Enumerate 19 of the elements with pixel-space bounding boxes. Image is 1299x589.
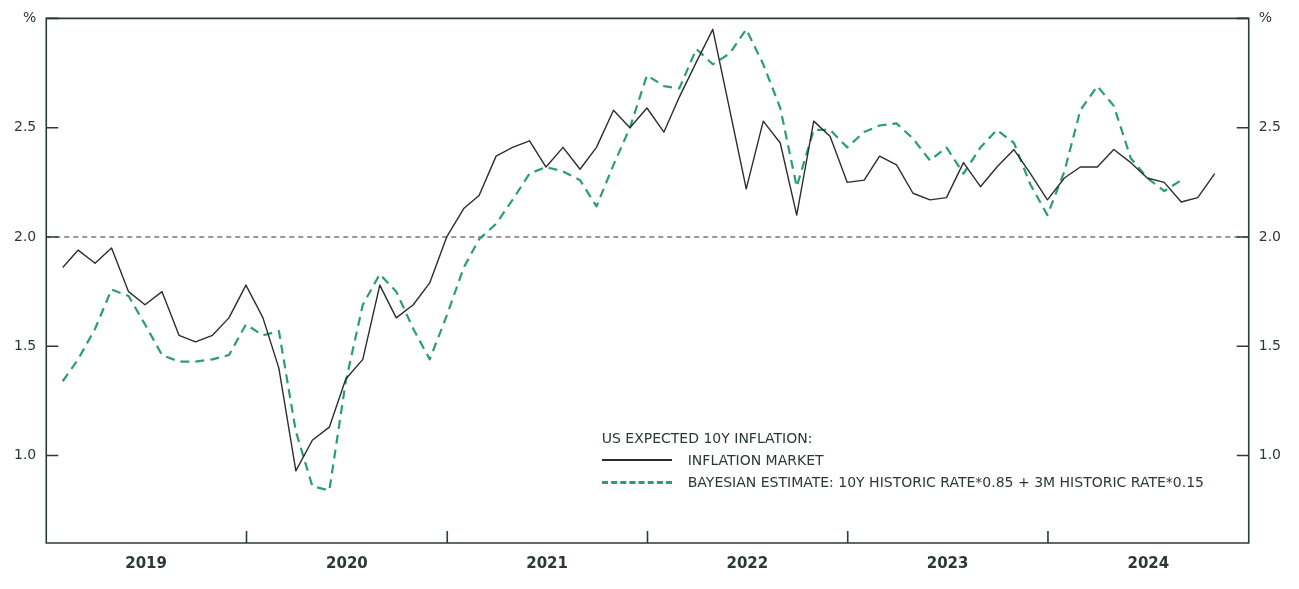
y-tick-label: 2.0 [14, 227, 37, 244]
x-tick-label: 2023 [926, 553, 969, 572]
x-tick-label: 2020 [326, 553, 368, 572]
y2-tick-label: 2.5 [1258, 118, 1281, 135]
x-tick-label: 2024 [1127, 553, 1170, 572]
x-tick-label: 2019 [125, 553, 167, 572]
y-tick-label: 1.5 [14, 336, 37, 353]
x-tick-label: 2021 [526, 553, 568, 572]
y-tick-label: % [22, 9, 37, 26]
y-tick-label: 2.5 [14, 118, 37, 135]
legend-title: US EXPECTED 10Y INFLATION: [601, 429, 814, 448]
x-tick-label: 2022 [726, 553, 769, 572]
y2-tick-label: % [1258, 9, 1273, 26]
y2-tick-label: 1.0 [1258, 446, 1281, 463]
legend-label: BAYESIAN ESTIMATE: 10Y HISTORIC RATE*0.85 + 3M HISTORIC RATE*0.15 [687, 473, 1205, 492]
y2-tick-label: 2.0 [1258, 227, 1281, 244]
y2-tick-label: 1.5 [1258, 336, 1281, 353]
legend-label: INFLATION MARKET [687, 451, 824, 470]
y-tick-label: 1.0 [14, 446, 37, 463]
